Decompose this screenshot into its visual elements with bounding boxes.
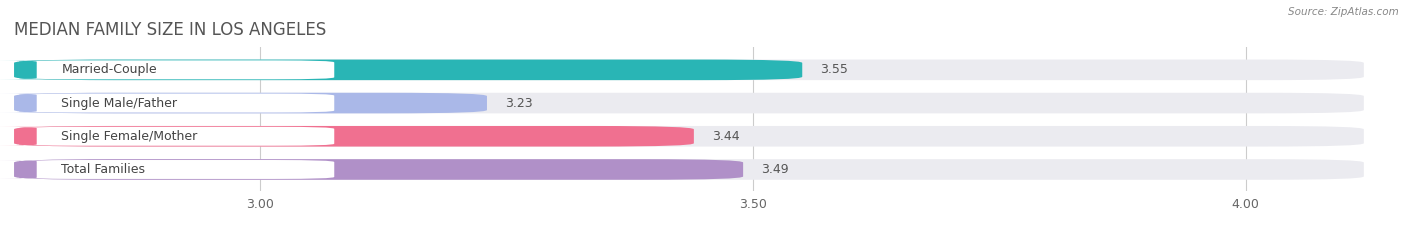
FancyBboxPatch shape [14,159,1364,180]
FancyBboxPatch shape [20,127,335,146]
Text: 3.55: 3.55 [820,63,848,76]
Text: 3.44: 3.44 [711,130,740,143]
Text: Single Female/Mother: Single Female/Mother [62,130,198,143]
Text: Source: ZipAtlas.com: Source: ZipAtlas.com [1288,7,1399,17]
Text: Single Male/Father: Single Male/Father [62,96,177,110]
FancyBboxPatch shape [14,60,1364,80]
Text: Married-Couple: Married-Couple [62,63,157,76]
FancyBboxPatch shape [0,160,59,179]
Text: 3.23: 3.23 [505,96,533,110]
FancyBboxPatch shape [14,126,1364,147]
FancyBboxPatch shape [0,94,59,113]
FancyBboxPatch shape [0,60,59,79]
FancyBboxPatch shape [14,93,486,113]
Text: MEDIAN FAMILY SIZE IN LOS ANGELES: MEDIAN FAMILY SIZE IN LOS ANGELES [14,21,326,39]
FancyBboxPatch shape [20,60,335,79]
Text: 3.49: 3.49 [761,163,789,176]
FancyBboxPatch shape [14,159,744,180]
FancyBboxPatch shape [14,93,1364,113]
FancyBboxPatch shape [0,127,59,146]
FancyBboxPatch shape [20,160,335,179]
Text: Total Families: Total Families [62,163,145,176]
FancyBboxPatch shape [14,126,695,147]
FancyBboxPatch shape [20,94,335,113]
FancyBboxPatch shape [14,60,803,80]
